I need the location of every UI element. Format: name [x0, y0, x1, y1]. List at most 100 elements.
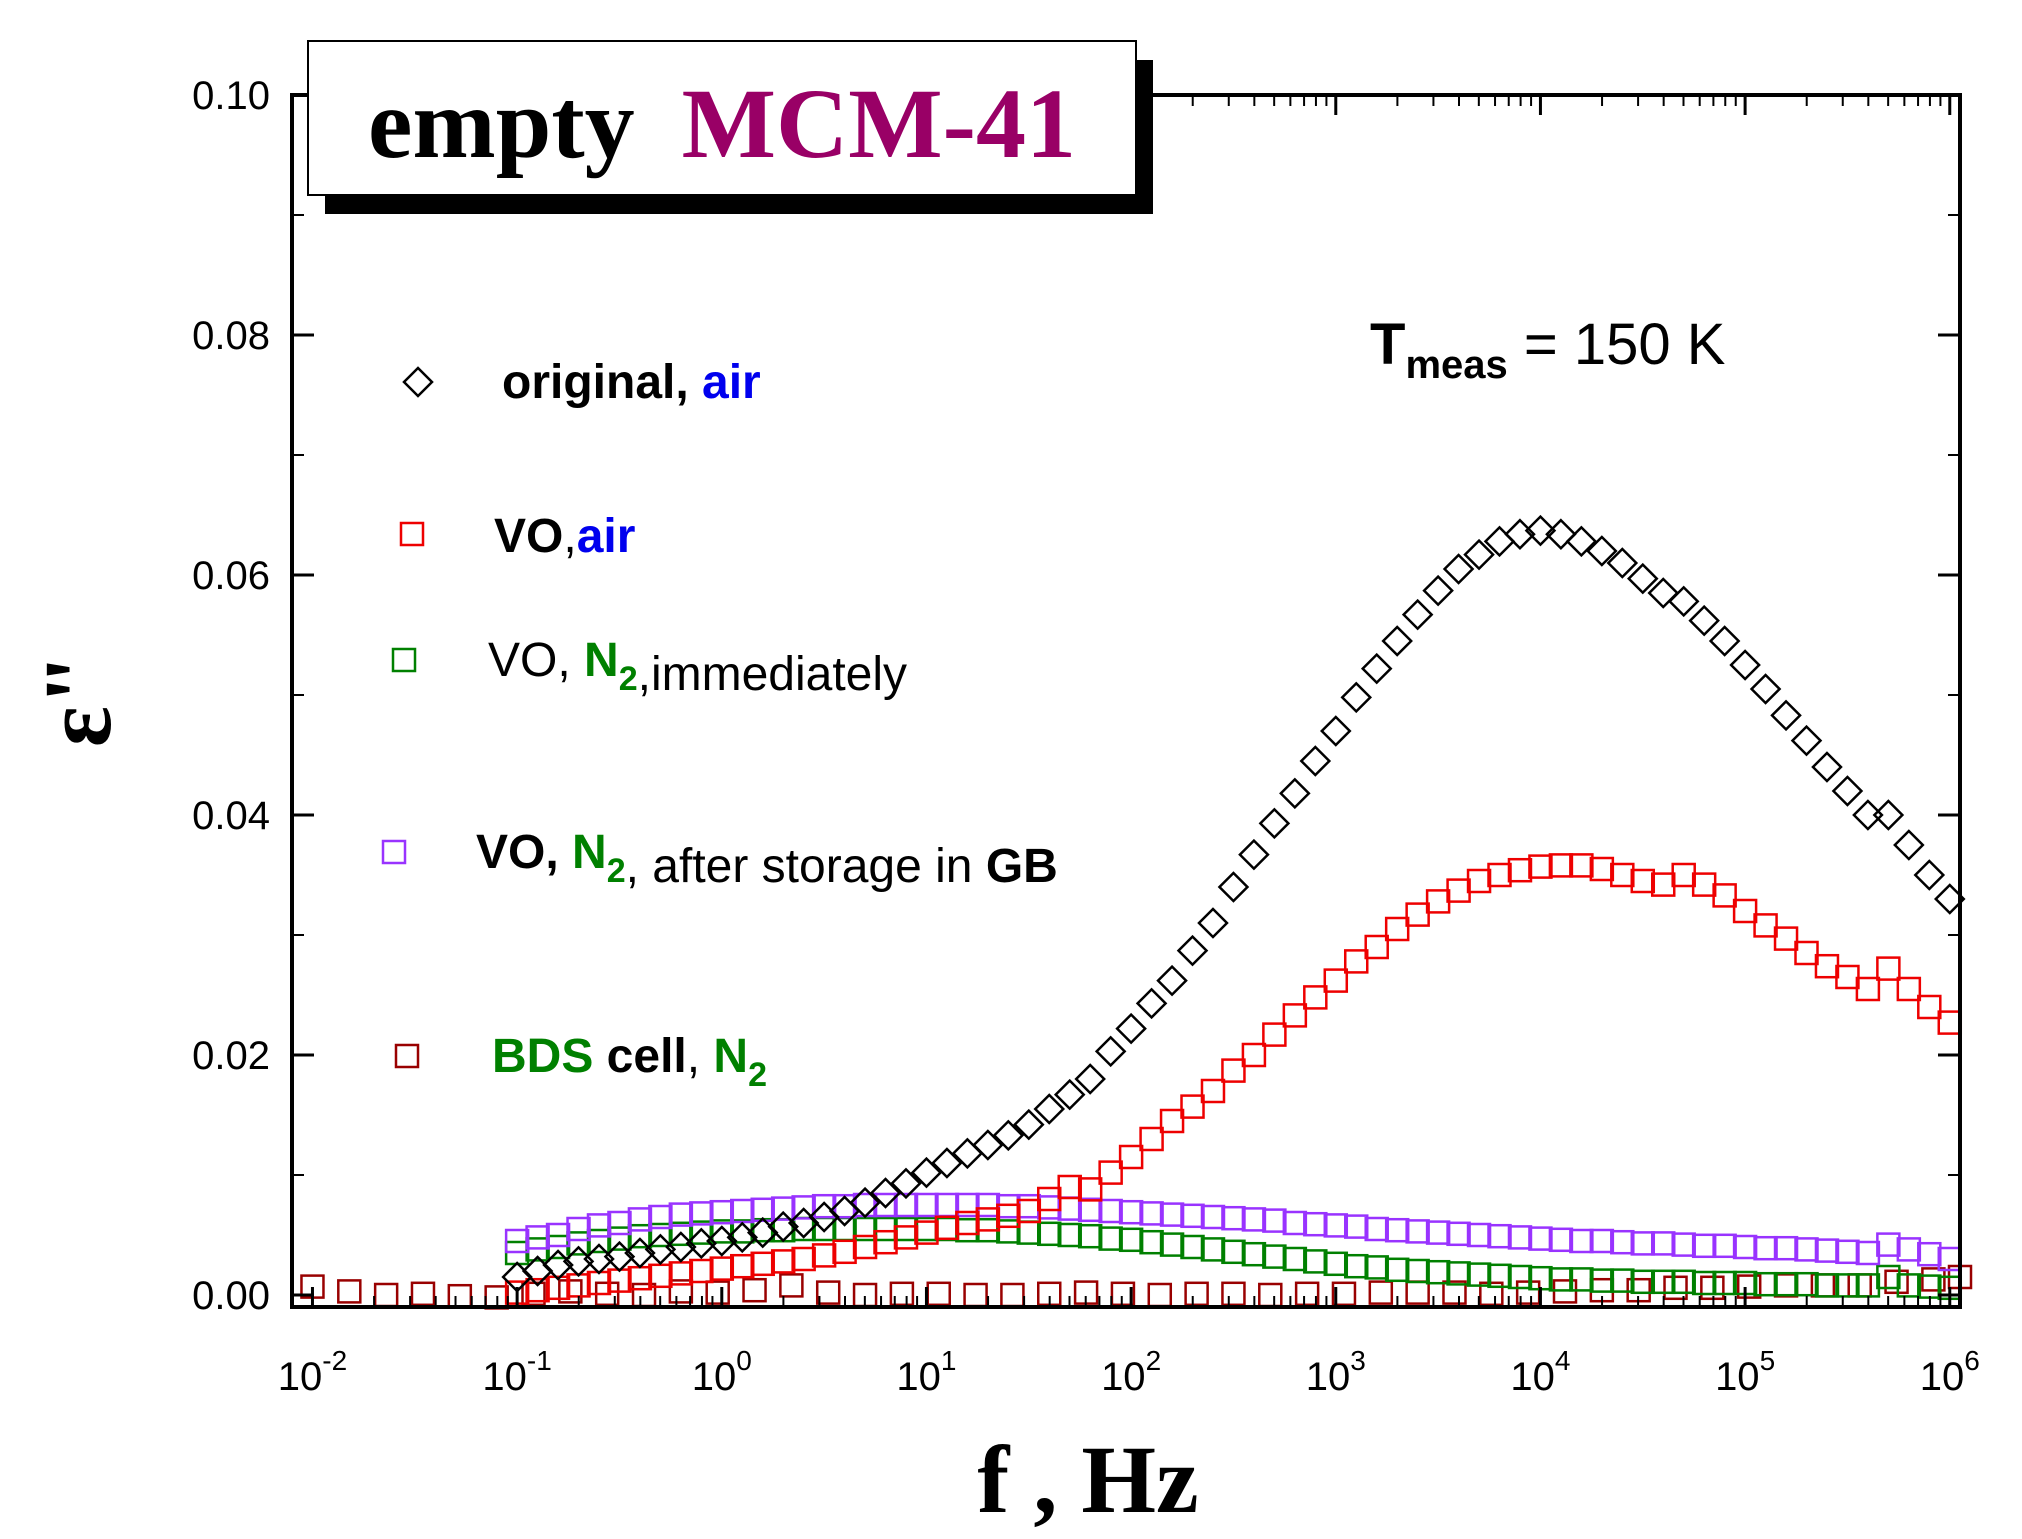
data-point	[1364, 1216, 1389, 1242]
data-point	[1442, 553, 1475, 585]
data-point	[730, 1219, 755, 1244]
data-point	[525, 1277, 550, 1303]
legend-marker	[399, 521, 425, 547]
data-point	[1921, 1267, 1946, 1292]
data-point	[1343, 1214, 1369, 1239]
data-point	[1401, 598, 1434, 631]
data-point	[1446, 878, 1471, 903]
data-point	[852, 1234, 878, 1260]
data-point	[1773, 926, 1799, 951]
data-point	[1282, 1210, 1308, 1236]
data-point	[1548, 1267, 1574, 1292]
data-point	[558, 1279, 583, 1304]
data-point	[1773, 1273, 1799, 1298]
data-point	[1753, 1235, 1778, 1261]
data-point	[972, 1129, 1004, 1161]
data-point	[1835, 1239, 1860, 1265]
data-point	[1384, 916, 1410, 942]
data-point	[934, 1216, 960, 1242]
data-point	[1238, 838, 1270, 871]
data-point	[1118, 1227, 1144, 1253]
data-point	[1569, 1228, 1594, 1254]
data-point	[1197, 907, 1229, 939]
data-point	[914, 1192, 939, 1218]
data-point	[1115, 1012, 1147, 1045]
data-point	[689, 1201, 714, 1226]
data-point	[1037, 1195, 1062, 1220]
data-point	[1586, 535, 1618, 567]
data-point	[1323, 1213, 1349, 1238]
y-tick-label: 0.02	[192, 1034, 270, 1078]
data-point	[1282, 1246, 1308, 1272]
x-tick-label: 102	[1101, 1345, 1161, 1399]
data-point	[1749, 673, 1782, 705]
legend-item: BDS cell, N2	[394, 1030, 767, 1094]
data-point	[1770, 699, 1802, 732]
data-point	[1241, 1241, 1267, 1267]
data-point	[791, 1195, 816, 1220]
data-point	[1814, 953, 1840, 979]
data-point	[1876, 1232, 1901, 1257]
data-point	[1896, 976, 1922, 1002]
data-point	[742, 1277, 767, 1303]
data-point	[1610, 862, 1635, 888]
data-point	[1200, 1078, 1226, 1104]
data-point	[1405, 1280, 1430, 1305]
y-tick-label: 0.04	[192, 794, 270, 838]
x-tick-label: 101	[896, 1345, 956, 1399]
data-point	[1262, 1208, 1287, 1233]
data-point	[1159, 1108, 1185, 1134]
data-point	[1504, 518, 1536, 550]
data-point	[1831, 775, 1864, 807]
data-point	[1323, 968, 1349, 993]
legend-marker	[381, 839, 407, 865]
annotation-rest: = 150 K	[1508, 312, 1726, 377]
data-point	[1671, 1232, 1696, 1257]
data-point	[1917, 994, 1942, 1020]
data-point	[521, 1281, 546, 1307]
data-point	[1712, 1270, 1737, 1296]
data-point	[1013, 1108, 1045, 1141]
data-point	[586, 1228, 612, 1254]
data-point	[1303, 1211, 1328, 1237]
data-point	[914, 1220, 939, 1245]
data-point	[934, 1192, 960, 1218]
data-point	[545, 1275, 571, 1301]
data-point	[1037, 1221, 1062, 1247]
data-point	[1016, 1220, 1042, 1245]
data-point	[1405, 1258, 1430, 1284]
data-point	[1139, 1229, 1164, 1255]
data-point	[1320, 715, 1352, 747]
data-point	[525, 1225, 550, 1250]
data-point	[1814, 1273, 1840, 1298]
data-point	[1118, 1144, 1144, 1170]
data-point	[730, 1198, 755, 1224]
data-point	[410, 1281, 436, 1307]
legend-item: VO,air	[399, 510, 635, 563]
data-point	[873, 1192, 898, 1218]
data-point	[1647, 577, 1680, 609]
data-point	[750, 1251, 775, 1277]
data-point	[1671, 862, 1696, 888]
data-point	[873, 1216, 898, 1242]
plot-frame	[290, 93, 1962, 1309]
x-tick-label: 10-1	[482, 1345, 551, 1399]
data-point	[1794, 1271, 1819, 1297]
title-box-frame	[307, 40, 1137, 196]
data-point	[1405, 902, 1430, 927]
data-point	[1708, 625, 1741, 657]
legend-label: VO, N2,immediately	[488, 634, 907, 701]
data-point	[542, 1249, 574, 1281]
data-point	[1610, 1268, 1635, 1293]
data-point	[1691, 872, 1717, 897]
data-point	[1303, 1249, 1328, 1274]
data-point	[1384, 1217, 1410, 1243]
data-point	[815, 1280, 841, 1305]
data-point	[1852, 799, 1884, 831]
data-point	[627, 1223, 653, 1249]
data-point	[849, 1186, 881, 1219]
data-point	[1814, 1238, 1840, 1263]
data-point	[1688, 604, 1720, 637]
axis-ticks	[292, 93, 1960, 1307]
data-point	[689, 1220, 714, 1245]
